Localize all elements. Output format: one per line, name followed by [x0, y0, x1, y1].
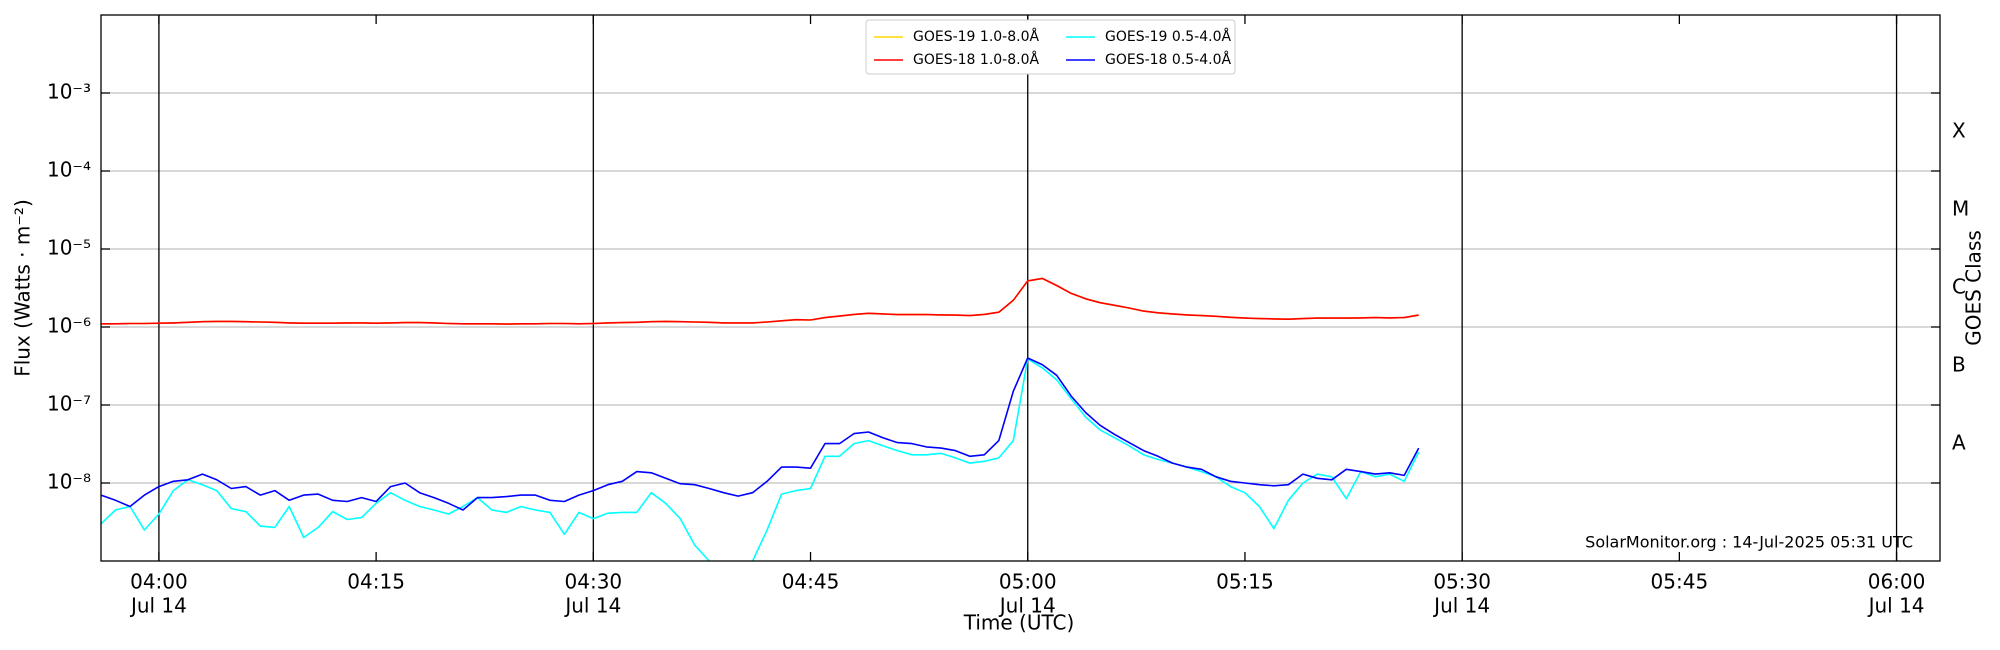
plot-frame — [100, 14, 1941, 562]
y2-tick-label: C — [1952, 275, 1966, 299]
x-tick-label: 04:00 — [130, 570, 188, 594]
y2-tick-label: A — [1952, 431, 1966, 455]
y-tick-label: 10⁻⁸ — [47, 470, 91, 494]
y2-tick-label: B — [1952, 353, 1966, 377]
x-tick-label: Jul 14 — [129, 594, 187, 618]
legend-box — [865, 19, 1236, 75]
x-tick-label: 06:00 — [1868, 570, 1926, 594]
annotation: SolarMonitor.org : 14-Jul-2025 05:31 UTC — [1585, 533, 1913, 552]
x-tick-label: Jul 14 — [1432, 594, 1490, 618]
x-axis-label: Time (UTC) — [963, 611, 1075, 635]
x-tick-label: Jul 14 — [563, 594, 621, 618]
y2-tick-label: X — [1952, 119, 1966, 143]
x-tick-label: 05:15 — [1216, 570, 1274, 594]
legend-label: GOES-18 1.0-8.0Å — [913, 51, 1039, 68]
x-tick-label: 05:30 — [1433, 570, 1491, 594]
y2-axis-label: GOES Class — [1962, 230, 1986, 346]
x-tick-label: 05:45 — [1651, 570, 1709, 594]
series-line — [101, 358, 1420, 561]
y-axis-label: Flux (Watts · m⁻²) — [11, 199, 35, 377]
series-line — [101, 357, 1420, 511]
x-tick-label: 05:00 — [999, 570, 1057, 594]
x-tick-label: Jul 14 — [1867, 594, 1925, 618]
plot-lines — [101, 277, 1420, 561]
x-tick-label: 04:15 — [347, 570, 405, 594]
x-tick-label: 04:45 — [782, 570, 840, 594]
y2-tick-label: M — [1952, 197, 1969, 221]
y-tick-label: 10⁻⁷ — [47, 392, 91, 416]
y-tick-label: 10⁻⁴ — [47, 158, 91, 182]
x-tick-label: Jul 14 — [998, 594, 1056, 618]
legend-label: GOES-18 0.5-4.0Å — [1105, 51, 1231, 68]
y-tick-label: 10⁻⁶ — [47, 314, 91, 338]
series-line — [101, 277, 1419, 325]
y-tick-label: 10⁻⁵ — [47, 236, 91, 260]
legend-label: GOES-19 1.0-8.0Å — [913, 28, 1039, 45]
y-tick-label: 10⁻³ — [47, 80, 91, 104]
x-tick-label: 04:30 — [565, 570, 623, 594]
legend-label: GOES-19 0.5-4.0Å — [1105, 28, 1231, 45]
